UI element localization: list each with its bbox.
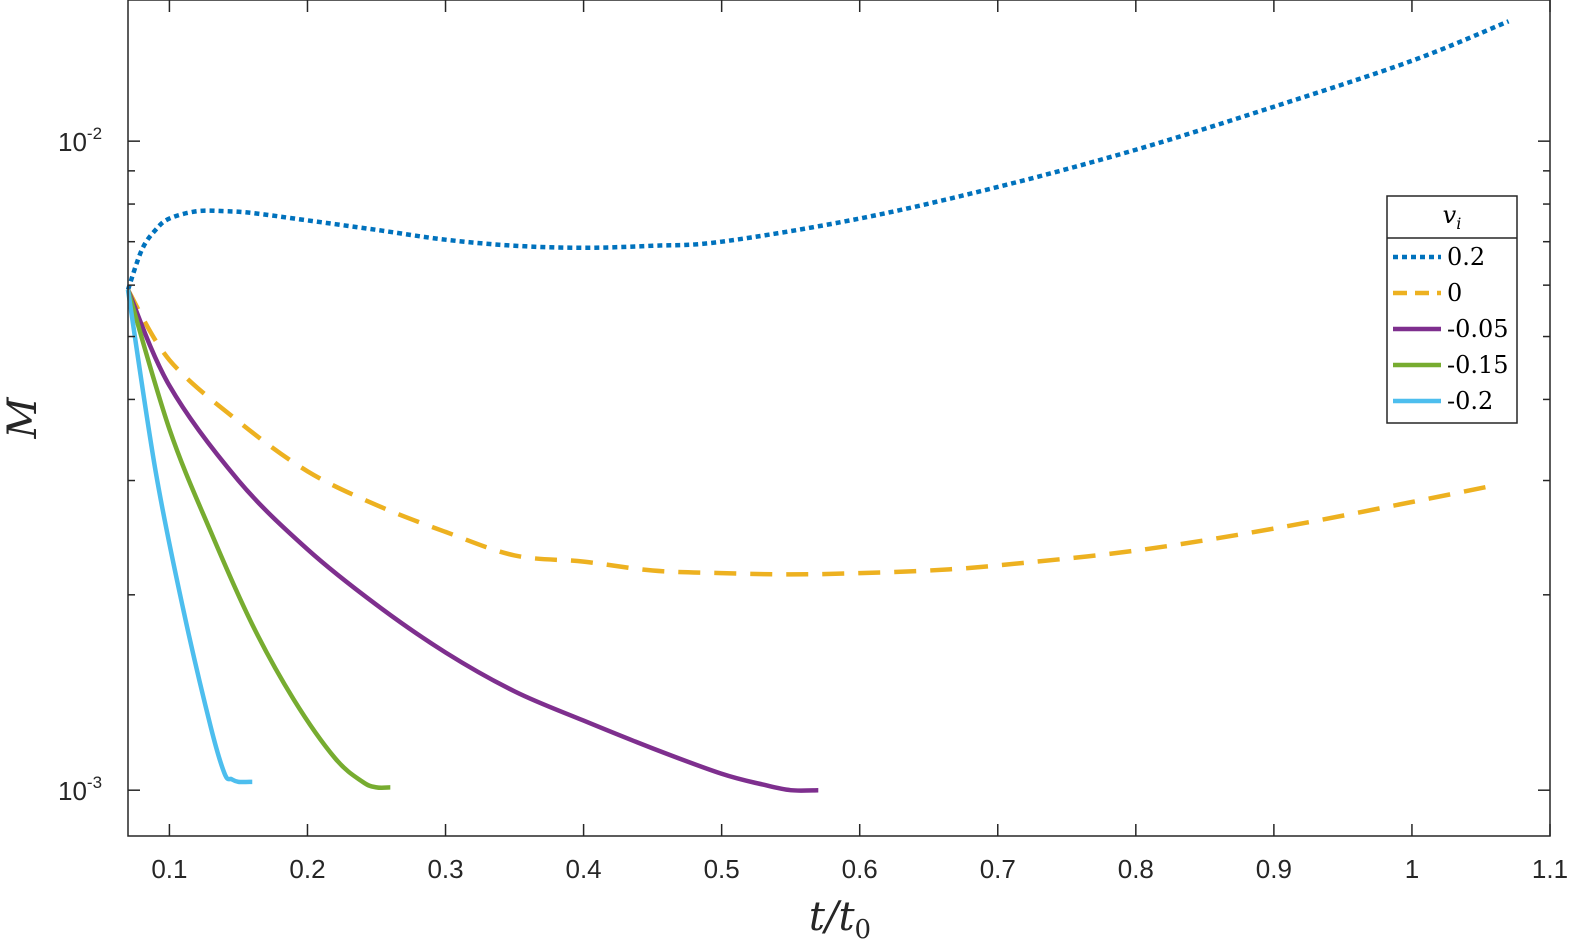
x-tick-label: 0.1 <box>151 854 187 884</box>
series-line-4 <box>125 289 253 785</box>
x-axis-label: t/t0 <box>809 894 871 942</box>
legend-label: -0.15 <box>1447 351 1509 379</box>
legend-label: 0 <box>1447 279 1462 307</box>
x-tick-label: 0.6 <box>842 854 878 884</box>
legend: vi 0.2 0 -0.05 -0.15 -0.2 <box>1386 195 1518 424</box>
x-tick-label: 0.4 <box>566 854 602 884</box>
series-line-0 <box>125 19 1510 291</box>
legend-label: -0.05 <box>1447 315 1509 343</box>
x-tick-label: 0.7 <box>980 854 1016 884</box>
x-tick-label: 0.3 <box>427 854 463 884</box>
legend-label: 0.2 <box>1447 243 1485 271</box>
x-tick-label: 1.1 <box>1532 854 1568 884</box>
x-tick-label: 1 <box>1405 854 1419 884</box>
x-tick-label: 0.8 <box>1118 854 1154 884</box>
y-tick-label: 10-3 <box>58 773 102 806</box>
x-tick-label: 0.2 <box>289 854 325 884</box>
legend-items: 0.2 0 -0.05 -0.15 -0.2 <box>1393 243 1509 415</box>
series-layer <box>125 19 1510 793</box>
y-tick-label: 10-2 <box>58 124 102 157</box>
series-line-3 <box>125 289 391 791</box>
legend-box <box>1386 195 1518 424</box>
legend-label: -0.2 <box>1447 387 1493 415</box>
y-axis-label: M <box>0 396 46 439</box>
x-tick-label: 0.5 <box>704 854 740 884</box>
tick-layer: 0.1 0.2 0.3 0.4 0.5 0.6 0.7 0.8 0.9 1 1.1 10-3 10-2 <box>58 0 1568 884</box>
axes-frame <box>127 0 1551 837</box>
series-line-1 <box>126 288 1496 577</box>
x-tick-label: 0.9 <box>1256 854 1292 884</box>
legend-title: vi <box>1443 201 1462 233</box>
series-line-2 <box>125 288 819 793</box>
